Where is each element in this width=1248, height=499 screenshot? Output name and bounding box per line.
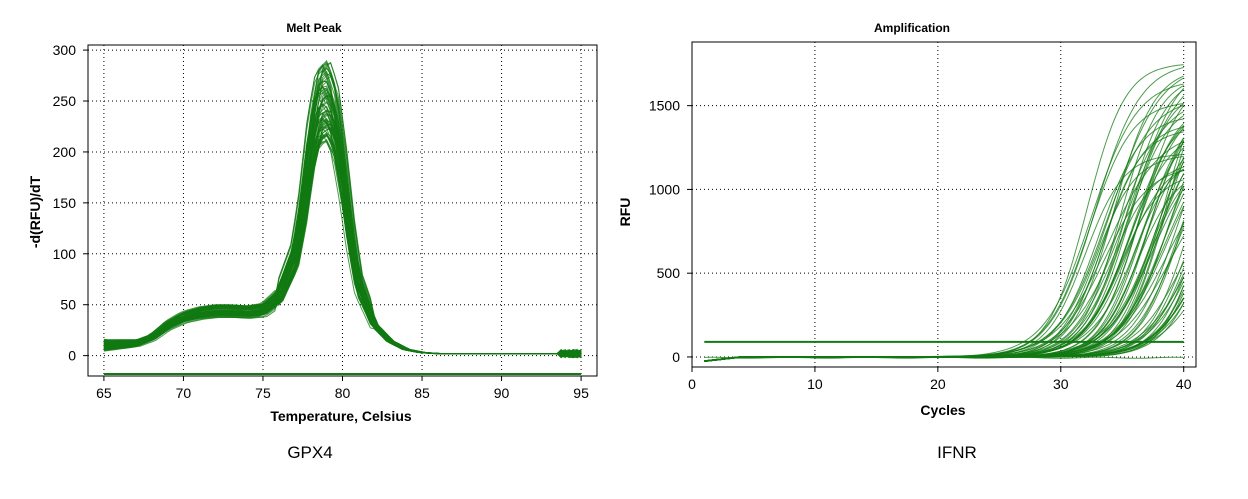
x-tick-label-0-1: 70: [176, 385, 192, 401]
y-tick-label-0-3: 150: [53, 195, 77, 211]
x-tick-label-1-1: 10: [807, 376, 823, 392]
y-tick-label-0-5: 250: [53, 93, 77, 109]
melt-peak-title: Melt Peak: [286, 21, 342, 35]
melt-curves: [103, 59, 582, 359]
y-tick-label-1-3: 1500: [649, 98, 680, 114]
melt-curve-69: [103, 97, 582, 357]
melt-peak-x-axis-label: Temperature, Celsius: [270, 408, 412, 424]
amplification-title: Amplification: [874, 21, 950, 35]
x-tick-label-0-5: 90: [494, 385, 510, 401]
x-tick-label-0-2: 75: [255, 385, 271, 401]
amplification-curve-flat: [704, 356, 1184, 359]
x-tick-label-1-4: 40: [1176, 376, 1192, 392]
x-tick-label-0-6: 95: [573, 385, 589, 401]
y-tick-label-1-2: 1000: [649, 181, 680, 197]
y-tick-label-0-1: 50: [60, 297, 76, 313]
amplification-curves: [704, 64, 1185, 362]
y-tick-label-0-4: 200: [53, 144, 77, 160]
amplification-x-axis-label: Cycles: [920, 402, 965, 418]
ifnr-caption: IFNR: [937, 443, 977, 462]
x-tick-label-1-2: 20: [930, 376, 946, 392]
melt-peak-y-axis-label: -d(RFU)/dT: [27, 175, 43, 248]
y-tick-label-0-2: 100: [53, 246, 77, 262]
x-tick-label-0-3: 80: [335, 385, 351, 401]
y-tick-label-0-0: 0: [68, 348, 76, 364]
amplification-chart: Amplification Cycles RFU IFNR 0 10 20 30 40 0…: [617, 21, 1197, 462]
y-tick-label-1-0: 0: [672, 349, 680, 365]
gpx4-caption: GPX4: [287, 443, 332, 462]
y-tick-label-1-1: 500: [657, 265, 681, 281]
x-tick-label-1-3: 30: [1053, 376, 1069, 392]
melt-peak-chart: Melt Peak Temperature, Celsius -d(RFU)/d…: [27, 21, 598, 462]
y-tick-label-0-6: 300: [53, 42, 77, 58]
x-tick-label-0-4: 85: [414, 385, 430, 401]
amplification-y-axis-label: RFU: [617, 198, 633, 227]
x-tick-label-0-0: 65: [96, 385, 112, 401]
x-tick-label-1-0: 0: [688, 376, 696, 392]
plot-frame-1: [691, 41, 1197, 368]
